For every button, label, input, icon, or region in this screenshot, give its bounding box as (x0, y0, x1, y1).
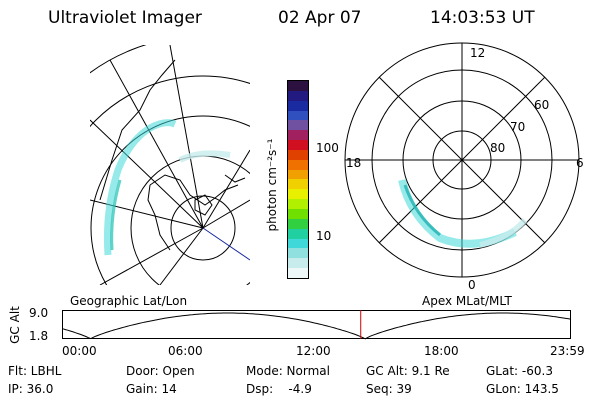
time-tick-0000: 00:00 (62, 344, 97, 358)
colorbar-swatch (288, 120, 308, 131)
date-label: 02 Apr 07 (278, 8, 362, 28)
mlt-label-top: 12 (470, 46, 486, 60)
polar-aurora (398, 179, 528, 248)
colorbar-swatch (288, 218, 308, 229)
colorbar-tick-100: 100 (316, 141, 339, 155)
colorbar-swatch (288, 149, 308, 160)
colorbar-swatch (288, 238, 308, 249)
geographic-aurora (103, 119, 231, 256)
colorbar-swatch (288, 90, 308, 101)
time-tick-1200: 12:00 (296, 344, 331, 358)
alt-axis-label: GC Alt (8, 306, 22, 344)
colorbar-swatch (288, 100, 308, 111)
filter-info: Flt: LBHL (8, 364, 62, 378)
seq-info: Seq: 39 (366, 382, 412, 396)
mode-info: Mode: Normal (246, 364, 330, 378)
colorbar-unit-label: photon cm⁻²s⁻¹ (265, 138, 279, 232)
mlat-label-80: 80 (490, 141, 506, 155)
time-tick-2359: 23:59 (550, 344, 585, 358)
colorbar-swatch (288, 81, 308, 91)
ip-info: IP: 36.0 (8, 382, 54, 396)
mlt-label-right: 6 (576, 156, 584, 170)
colorbar-swatch (288, 159, 308, 170)
colorbar-swatch (288, 268, 308, 278)
colorbar-swatch (288, 228, 308, 239)
left-map-caption: Geographic Lat/Lon (70, 294, 188, 308)
glat-info: GLat: -60.3 (486, 364, 553, 378)
colorbar-swatch (288, 179, 308, 190)
color-bar (287, 80, 309, 279)
colorbar-swatch (288, 140, 308, 150)
time-label: 14:03:53 UT (430, 8, 535, 28)
gc-alt-info: GC Alt: 9.1 Re (366, 364, 450, 378)
colorbar-swatch (288, 208, 308, 219)
right-map-caption: Apex MLat/MLT (422, 294, 512, 308)
alt-tick-1-8: 1.8 (29, 329, 49, 343)
time-tick-0600: 06:00 (168, 344, 203, 358)
polar-map (344, 42, 580, 278)
colorbar-swatch (288, 189, 308, 200)
colorbar-swatch (288, 258, 308, 269)
colorbar-swatch (288, 130, 308, 141)
door-info: Door: Open (126, 364, 195, 378)
colorbar-swatch (288, 248, 308, 259)
instrument-title: Ultraviolet Imager (48, 8, 202, 28)
mlat-label-70: 70 (510, 120, 526, 134)
mlt-label-left: 18 (346, 156, 362, 170)
altitude-plot (62, 310, 572, 340)
alt-tick-9: 9.0 (29, 306, 49, 320)
colorbar-swatch (288, 110, 308, 121)
mlt-label-bottom: 0 (468, 278, 476, 292)
dsp-info: Dsp: -4.9 (246, 382, 312, 396)
colorbar-swatch (288, 169, 308, 180)
glon-info: GLon: 143.5 (486, 382, 559, 396)
mlat-label-60: 60 (534, 98, 550, 112)
colorbar-swatch (288, 199, 308, 209)
colorbar-tick-10: 10 (316, 229, 332, 243)
time-tick-1800: 18:00 (424, 344, 459, 358)
gain-info: Gain: 14 (126, 382, 177, 396)
